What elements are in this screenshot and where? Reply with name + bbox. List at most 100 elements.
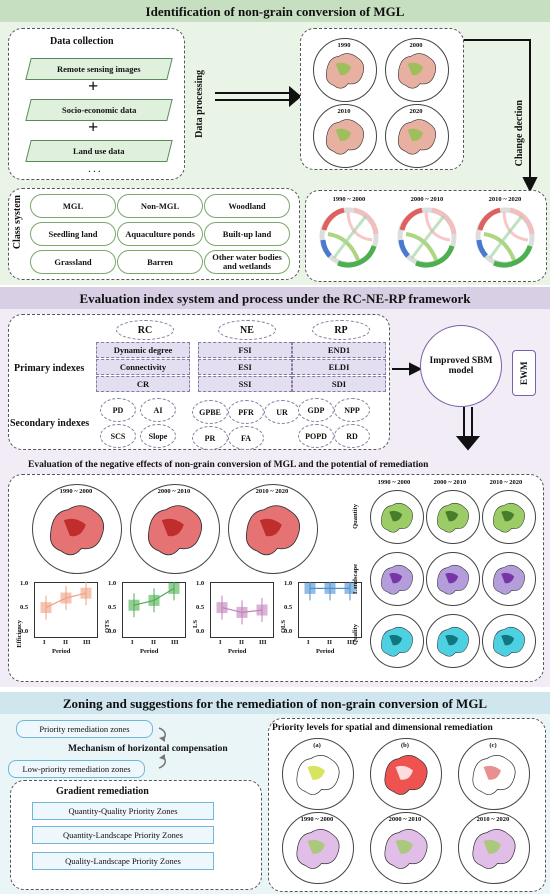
chord-period-0: 1990 ~ 2000 bbox=[332, 196, 366, 203]
section-2-band bbox=[0, 287, 550, 309]
class-2: Woodland bbox=[204, 194, 290, 218]
class-1: Non-MGL bbox=[117, 194, 203, 218]
section-2-title: Evaluation index system and process unde… bbox=[79, 291, 471, 306]
boxplot-ytick: 0.0 bbox=[196, 628, 205, 635]
secondary-0-0: PD bbox=[100, 398, 136, 422]
gradient-label: Gradient remediation bbox=[56, 786, 149, 797]
year-map-2 bbox=[313, 104, 377, 168]
boxplot-ytick: 0.0 bbox=[108, 628, 117, 635]
group-2-header: RP bbox=[312, 320, 370, 340]
primary-0-1: Connectivity bbox=[96, 359, 190, 375]
boxplot-ytick: 0.0 bbox=[20, 628, 29, 635]
secondary-1-0: GPBE bbox=[192, 400, 228, 424]
boxplot-xtick: I bbox=[219, 639, 222, 646]
boxplot-xtick: III bbox=[171, 639, 179, 646]
low-priority-zone-box: Low-priority remediation zones bbox=[8, 760, 145, 778]
boxplot-0 bbox=[34, 582, 98, 638]
class-8: Other water bodies and wetlands bbox=[204, 250, 290, 274]
boxplot-xtick: III bbox=[259, 639, 267, 646]
chord-diagram-1 bbox=[397, 207, 457, 268]
secondary-indexes-label: Secondary indexes bbox=[10, 418, 90, 429]
secondary-1-3: PR bbox=[192, 426, 228, 450]
class-3: Seedling land bbox=[30, 222, 116, 246]
change-arrow bbox=[462, 39, 538, 193]
eval-title: Evaluation of the negative effects of no… bbox=[28, 460, 429, 470]
boxplot-ytick: 0.5 bbox=[20, 604, 29, 611]
primary-1-0: FSI bbox=[198, 342, 292, 358]
section-3-title: Zoning and suggestions for the remediati… bbox=[62, 696, 488, 711]
chord-period-2: 2010 ~ 2020 bbox=[488, 196, 522, 203]
zone-map-top-0 bbox=[282, 738, 354, 810]
section-1-band bbox=[0, 0, 550, 22]
class-7: Barren bbox=[117, 250, 203, 274]
model-arrows-svg bbox=[392, 362, 481, 451]
eval-map-2-label: 2010 ~ 2020 bbox=[255, 488, 289, 495]
year-map-3-label: 2020 bbox=[409, 108, 423, 115]
boxplot-xtick: II bbox=[63, 639, 69, 646]
secondary-1-2: UR bbox=[264, 400, 300, 424]
boxplot-ytick: 1.0 bbox=[196, 580, 205, 587]
boxplot-ylabel-2: LS bbox=[192, 620, 199, 628]
data-collection-title: Data collection bbox=[50, 36, 114, 47]
dim-label-1: Landscape bbox=[352, 564, 359, 594]
class-system-label: Class system bbox=[12, 195, 23, 250]
secondary-2-0: GDP bbox=[298, 398, 334, 422]
gradient-zone-2: Quantity-Landscape Priority Zones bbox=[32, 826, 214, 844]
model-circle: Improved SBM model bbox=[420, 325, 502, 407]
chord-diagram-2 bbox=[475, 207, 535, 268]
secondary-0-1: AI bbox=[140, 398, 176, 422]
plus-icon: + bbox=[88, 117, 99, 137]
dim-map-1-0 bbox=[370, 552, 424, 606]
priority-zone-box: Priority remediation zones bbox=[16, 720, 153, 738]
boxplot-xtick: II bbox=[239, 639, 245, 646]
class-6: Grassland bbox=[30, 250, 116, 274]
zone-map-top-2 bbox=[458, 738, 530, 810]
zone-panel-label-1: (b) bbox=[401, 742, 409, 749]
gradient-zone-1: Quantity-Quality Priority Zones bbox=[32, 802, 214, 820]
boxplot-ytick: 0.5 bbox=[196, 604, 205, 611]
dim-period-2: 2010 ~ 2020 bbox=[489, 479, 523, 486]
boxplot-xtick: III bbox=[347, 639, 355, 646]
boxplot-xlabel-2: Period bbox=[228, 648, 247, 655]
gradient-zone-3: Quality-Landscape Priority Zones bbox=[32, 852, 214, 870]
group-0-header: RC bbox=[116, 320, 174, 340]
boxplot-1 bbox=[122, 582, 186, 638]
boxplot-xtick: II bbox=[151, 639, 157, 646]
secondary-0-3: Slope bbox=[140, 424, 176, 448]
primary-2-2: SDI bbox=[292, 376, 386, 392]
zone-map-bottom-0 bbox=[282, 812, 354, 884]
zone-panel-label-2: (c) bbox=[489, 742, 497, 749]
secondary-1-1: PFR bbox=[228, 400, 264, 424]
class-0: MGL bbox=[30, 194, 116, 218]
dim-map-0-2 bbox=[482, 490, 536, 544]
secondary-1-4: FA bbox=[228, 426, 264, 450]
dim-map-0-1 bbox=[426, 490, 480, 544]
secondary-2-1: NPP bbox=[334, 398, 370, 422]
section-1-title: Identification of non-grain conversion o… bbox=[145, 4, 405, 19]
year-map-0 bbox=[313, 38, 377, 102]
group-1-header: NE bbox=[218, 320, 276, 340]
boxplot-ytick: 0.5 bbox=[108, 604, 117, 611]
ellipsis: · · · bbox=[88, 166, 101, 176]
chord-diagram-0 bbox=[319, 207, 379, 268]
boxplot-2 bbox=[210, 582, 274, 638]
year-map-0-label: 1990 bbox=[337, 42, 351, 49]
priority-levels-title: Priority levels for spatial and dimensio… bbox=[272, 723, 493, 733]
dim-map-2-1 bbox=[426, 614, 480, 668]
zone-map-bottom-2 bbox=[458, 812, 530, 884]
double-arrow-right bbox=[215, 85, 302, 108]
boxplot-ytick: 0.0 bbox=[284, 628, 293, 635]
dim-map-2-2 bbox=[482, 614, 536, 668]
zone-map-bottom-1 bbox=[370, 812, 442, 884]
year-map-3 bbox=[385, 104, 449, 168]
dim-period-0: 1990 ~ 2000 bbox=[377, 479, 411, 486]
boxplot-ytick: 1.0 bbox=[108, 580, 117, 587]
plus-icon: + bbox=[88, 76, 99, 96]
year-map-2-label: 2010 bbox=[337, 108, 351, 115]
primary-2-0: END1 bbox=[292, 342, 386, 358]
primary-0-0: Dynamic degree bbox=[96, 342, 190, 358]
boxplot-xtick: I bbox=[307, 639, 310, 646]
zone-map-bottom-1-label: 2000 ~ 2010 bbox=[388, 816, 422, 823]
class-4: Aquaculture ponds bbox=[117, 222, 203, 246]
secondary-0-2: SCS bbox=[100, 424, 136, 448]
